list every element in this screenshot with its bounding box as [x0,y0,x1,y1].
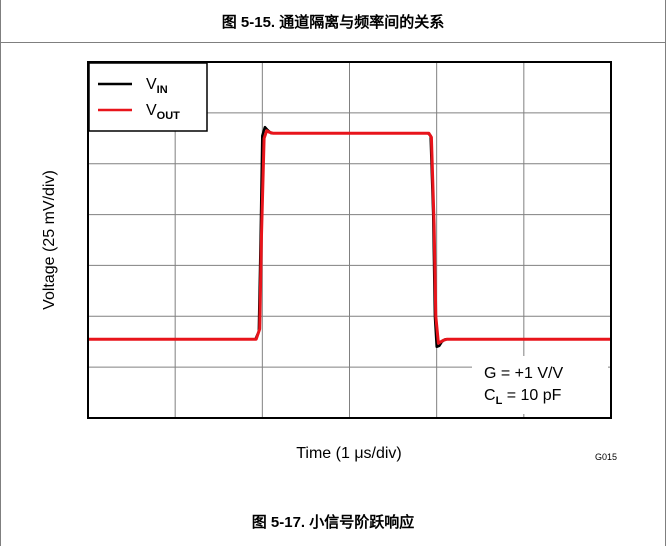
figure-caption-bottom: 图 5-17. 小信号阶跃响应 [251,513,415,531]
y-axis-label: Voltage (25 mV/div) [41,170,58,310]
condition-text: CL = 10 pF [484,387,562,407]
legend-entry: VOUT [146,102,180,122]
plot-area-border [87,61,612,419]
condition-text: G = +1 V/V [484,365,563,382]
conditions-box [472,356,608,414]
conditions-annotation: G = +1 V/V CL = 10 pF [472,356,608,414]
series-layer [88,125,611,349]
series-line-vout [88,129,611,345]
legend-entry: VIN [146,76,168,96]
x-axis-label: Time (1 μs/div) [296,445,402,462]
legend: VIN VOUT [88,62,208,132]
legend-box [88,62,208,132]
figure-caption-top: 图 5-15. 通道隔离与频率间的关系 [0,0,666,43]
figure-code: G015 [595,452,617,462]
